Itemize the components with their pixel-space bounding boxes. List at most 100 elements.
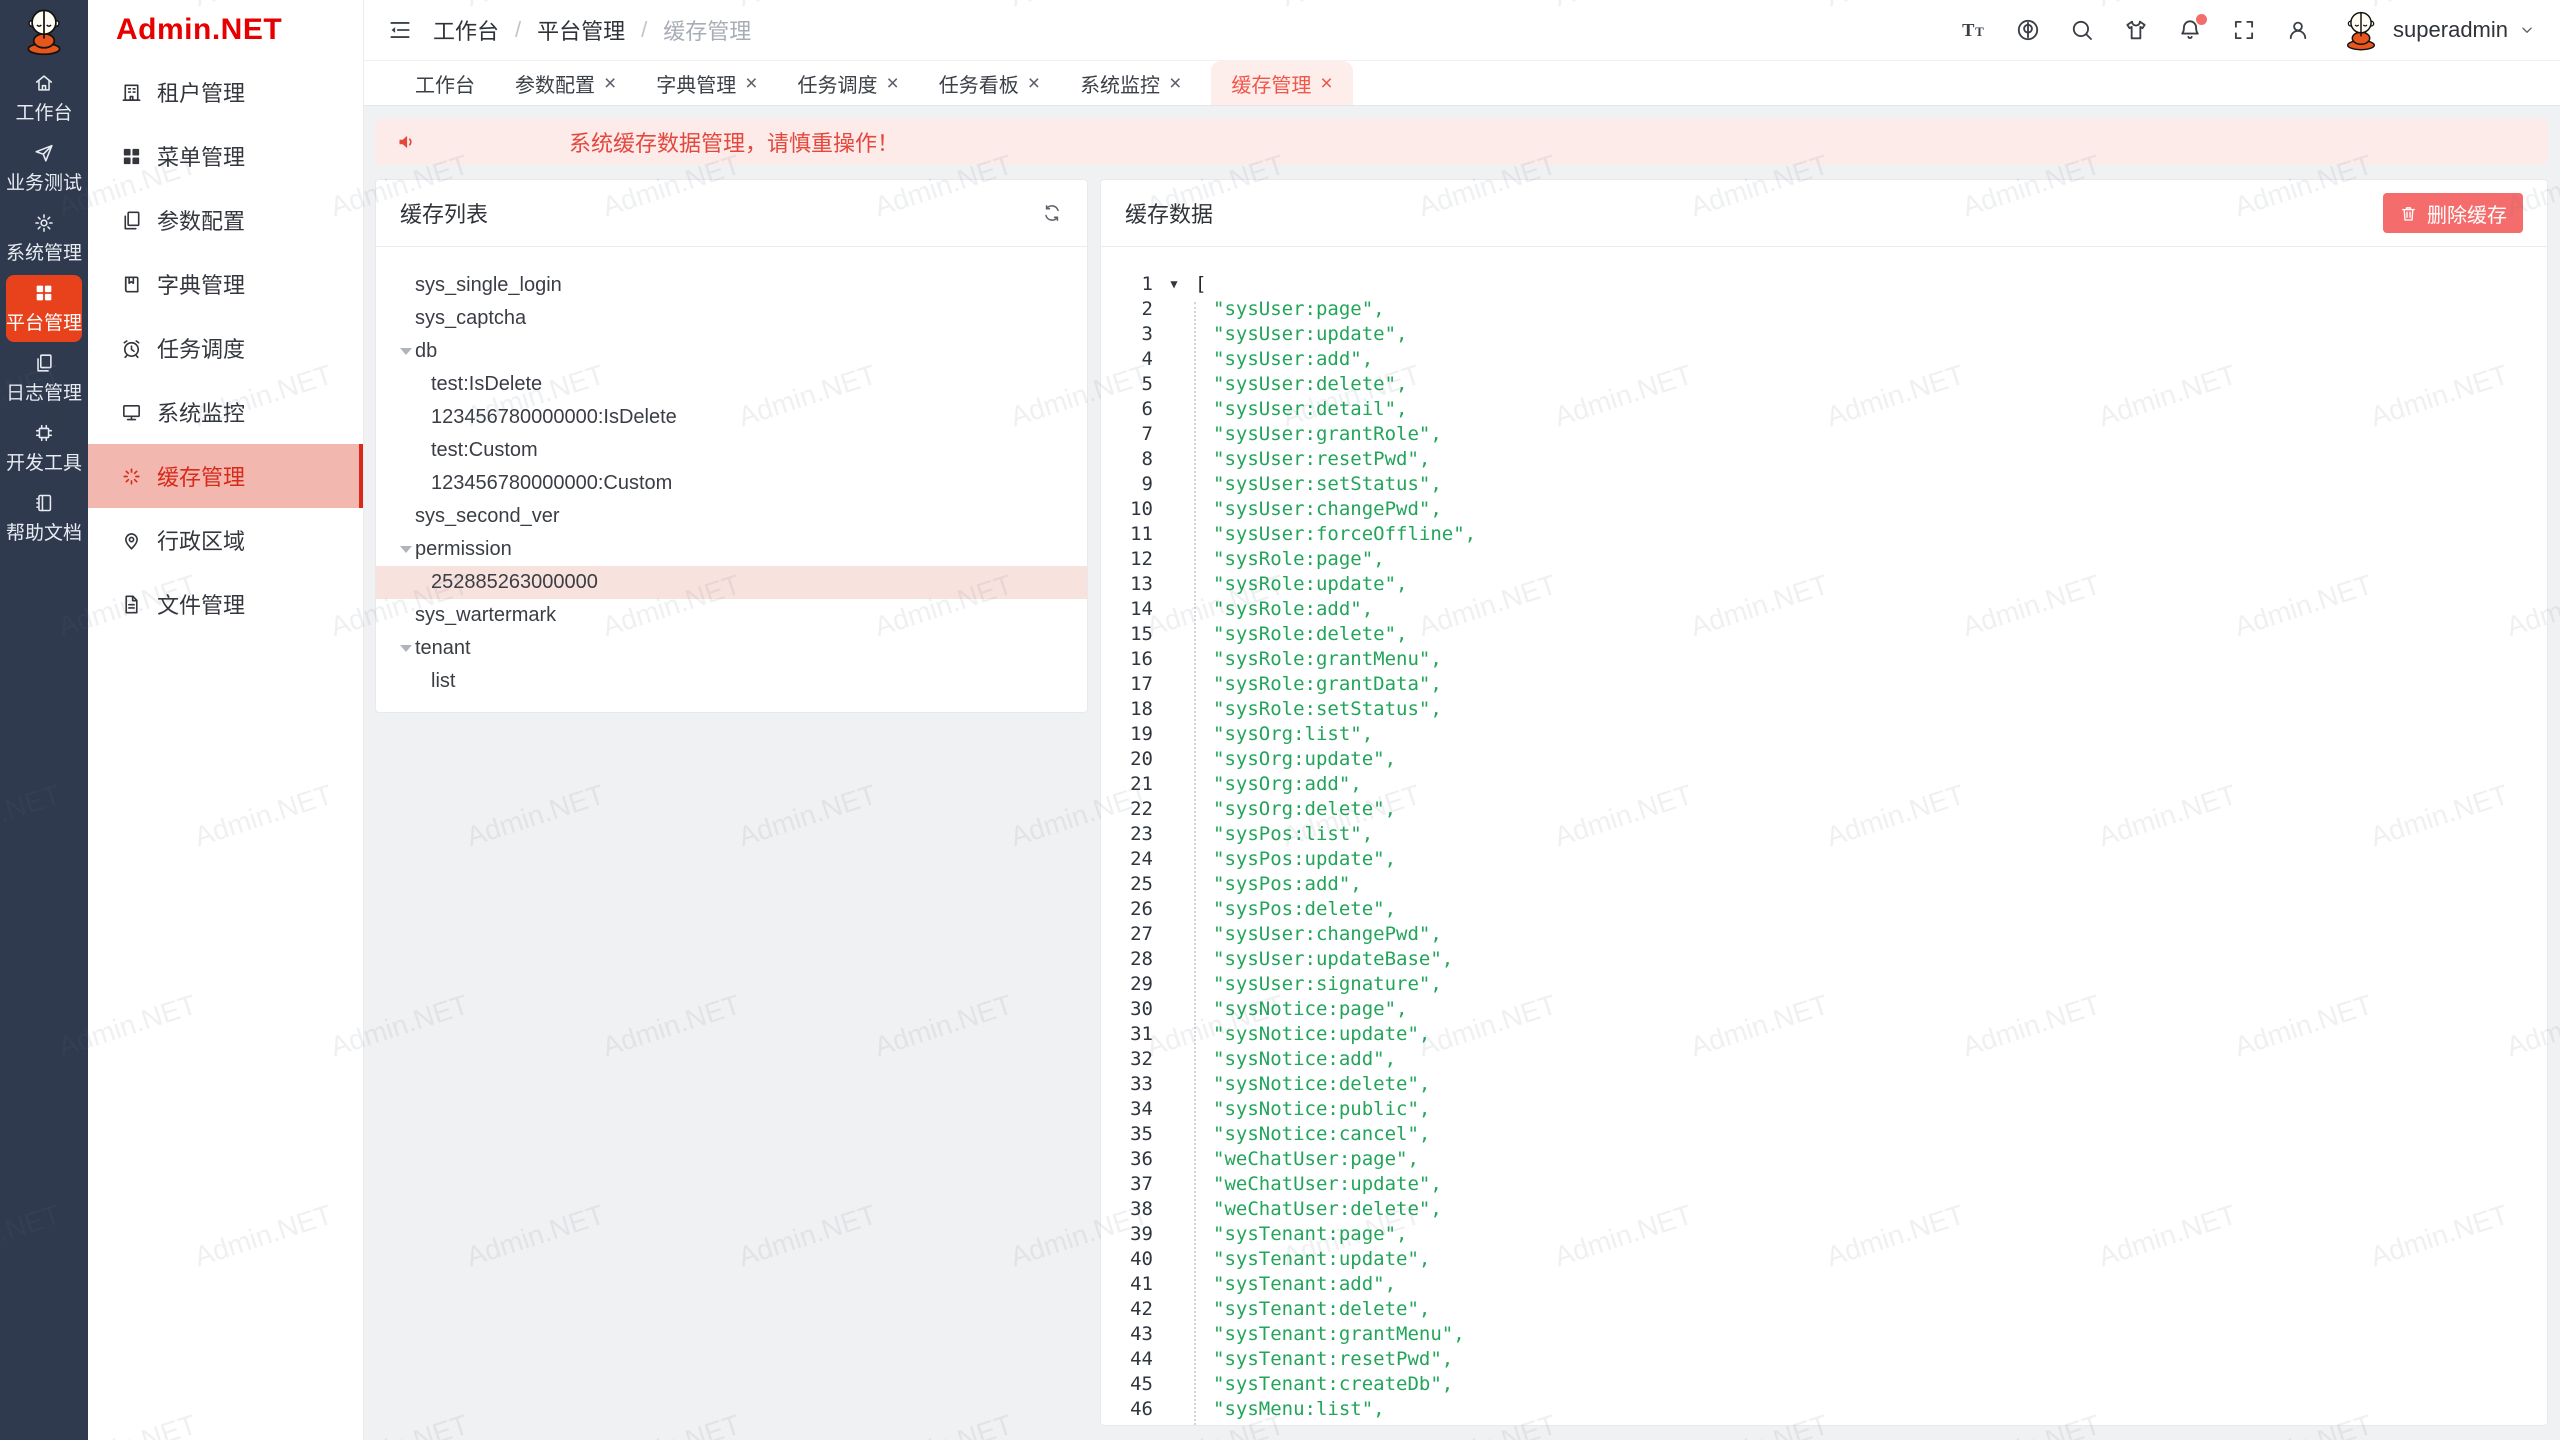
editor-line: 30 "sysNotice:page", xyxy=(1101,996,2547,1021)
tab-任务看板[interactable]: 任务看板 × xyxy=(929,61,1050,105)
line-number: 10 xyxy=(1130,497,1153,520)
rail-item-biz-test[interactable]: 业务测试 xyxy=(6,135,82,202)
tab-close-icon[interactable]: × xyxy=(1027,71,1041,95)
tab-close-icon[interactable]: × xyxy=(745,71,758,95)
app-logo[interactable] xyxy=(0,0,88,62)
theme-icon[interactable] xyxy=(2123,17,2149,43)
code-text: "sysRole:page", xyxy=(1213,547,1385,570)
tab-strip: 工作台 参数配置 × 字典管理 × 任务调度 × 任务看板 × 系统监控 × 缓存管理 × xyxy=(363,61,2560,106)
rail-item-help[interactable]: 帮助文档 xyxy=(6,485,82,552)
sidebar-item-config[interactable]: 参数配置 xyxy=(88,188,363,252)
caret-down-icon[interactable] xyxy=(400,645,412,652)
code-text: "sysPos:list", xyxy=(1213,822,1374,845)
code-text: "sysUser:add", xyxy=(1213,347,1374,370)
rail-item-devtools[interactable]: 开发工具 xyxy=(6,415,82,482)
tab-close-icon[interactable]: × xyxy=(886,71,899,95)
editor-line: 26 "sysPos:delete", xyxy=(1101,896,2547,921)
tab-close-icon[interactable]: × xyxy=(1320,71,1333,95)
panels-row: 缓存列表 sys_single_login sys_captcha db test:I… xyxy=(375,179,2548,1426)
sidebar-item-label: 文件管理 xyxy=(157,593,246,618)
caret-down-icon[interactable] xyxy=(400,348,412,355)
speaker-icon xyxy=(395,130,419,154)
sidebar-collapse-icon[interactable] xyxy=(387,17,413,43)
editor-line: 21 "sysOrg:add", xyxy=(1101,771,2547,796)
sidebar-item-region[interactable]: 行政区域 xyxy=(88,508,363,572)
fullscreen-icon[interactable] xyxy=(2231,17,2257,43)
json-editor[interactable]: 1 ▼ [2 "sysUser:page", 3 "sysUser:update", 4 "s… xyxy=(1101,247,2547,1425)
sidebar-item-menu[interactable]: 菜单管理 xyxy=(88,124,363,188)
code-text: "sysOrg:list", xyxy=(1213,722,1374,745)
tree-node-list[interactable]: list xyxy=(376,665,1087,698)
tab-close-icon[interactable]: × xyxy=(1169,71,1182,95)
tree-node-test:Custom[interactable]: test:Custom xyxy=(376,434,1087,467)
refresh-icon[interactable] xyxy=(1041,202,1063,224)
line-number: 44 xyxy=(1130,1347,1153,1370)
breadcrumb-separator: / xyxy=(515,17,522,42)
language-icon[interactable] xyxy=(2015,17,2041,43)
search-icon[interactable] xyxy=(2069,17,2095,43)
tree-node-db[interactable]: db xyxy=(376,335,1087,368)
sidebar-item-monitor[interactable]: 系统监控 xyxy=(88,380,363,444)
tree-node-test:IsDelete[interactable]: test:IsDelete xyxy=(376,368,1087,401)
tree-node-sys_wartermark[interactable]: sys_wartermark xyxy=(376,599,1087,632)
tab-close-icon[interactable]: × xyxy=(604,71,617,95)
tree-node-tenant[interactable]: tenant xyxy=(376,632,1087,665)
tree-node-123456780000000:IsDelete[interactable]: 123456780000000:IsDelete xyxy=(376,401,1087,434)
tab-参数配置[interactable]: 参数配置 × xyxy=(505,61,626,105)
breadcrumb: 工作台 / 平台管理 / 缓存管理 xyxy=(433,14,751,46)
tree-node-permission[interactable]: permission xyxy=(376,533,1087,566)
tab-任务调度[interactable]: 任务调度 × xyxy=(788,61,909,105)
breadcrumb-item[interactable]: 平台管理 xyxy=(537,19,626,44)
sidebar-item-dict[interactable]: 字典管理 xyxy=(88,252,363,316)
editor-line: 23 "sysPos:list", xyxy=(1101,821,2547,846)
tree-node-252885263000000[interactable]: 252885263000000 xyxy=(376,566,1087,599)
rail-item-logs[interactable]: 日志管理 xyxy=(6,345,82,412)
editor-line: 2 "sysUser:page", xyxy=(1101,296,2547,321)
sidebar-item-tenant[interactable]: 租户管理 xyxy=(88,60,363,124)
tree-node-123456780000000:Custom[interactable]: 123456780000000:Custom xyxy=(376,467,1087,500)
sidebar-item-file[interactable]: 文件管理 xyxy=(88,572,363,636)
sidebar-item-job[interactable]: 任务调度 xyxy=(88,316,363,380)
line-number: 23 xyxy=(1130,822,1153,845)
delete-cache-button[interactable]: 删除缓存 xyxy=(2383,193,2523,233)
bell-icon[interactable] xyxy=(2177,14,2208,43)
tab-label: 字典管理 xyxy=(656,74,737,97)
code-text: "sysTenant:createDb", xyxy=(1213,1372,1454,1395)
line-number: 45 xyxy=(1130,1372,1153,1395)
tree-node-sys_second_ver[interactable]: sys_second_ver xyxy=(376,500,1087,533)
editor-line: 47 "sysMenu:update", xyxy=(1101,1421,2547,1426)
editor-line: 25 "sysPos:add", xyxy=(1101,871,2547,896)
caret-down-icon[interactable] xyxy=(400,546,412,553)
editor-line: 37 "weChatUser:update", xyxy=(1101,1171,2547,1196)
breadcrumb-item[interactable]: 工作台 xyxy=(433,19,500,44)
tree-node-sys_single_login[interactable]: sys_single_login xyxy=(376,269,1087,302)
rail-item-system[interactable]: 系统管理 xyxy=(6,205,82,272)
tree-node-label: list xyxy=(431,670,456,692)
rail-item-workbench[interactable]: 工作台 xyxy=(6,65,82,132)
line-number: 35 xyxy=(1130,1122,1153,1145)
code-text: "sysUser:grantRole", xyxy=(1213,422,1442,445)
tab-工作台[interactable]: 工作台 xyxy=(405,61,485,105)
code-text: "sysNotice:public", xyxy=(1213,1097,1431,1120)
user-icon[interactable] xyxy=(2285,17,2311,43)
tab-缓存管理[interactable]: 缓存管理 × xyxy=(1211,61,1353,105)
fold-arrow-icon[interactable]: ▼ xyxy=(1170,276,1178,291)
page-content: 系统缓存数据管理，请慎重操作！ 缓存列表 sys_single_login sys… xyxy=(363,105,2560,1440)
svg-text:T: T xyxy=(1975,24,1984,39)
code-text: "weChatUser:delete", xyxy=(1213,1197,1442,1220)
line-number: 39 xyxy=(1130,1222,1153,1245)
sidebar-item-label: 菜单管理 xyxy=(157,145,246,170)
rail-item-platform[interactable]: 平台管理 xyxy=(6,275,82,342)
tree-node-sys_captcha[interactable]: sys_captcha xyxy=(376,302,1087,335)
tree-node-label: tenant xyxy=(415,637,471,659)
tree-node-label: test:Custom xyxy=(431,439,538,461)
code-text: "sysUser:updateBase", xyxy=(1213,947,1454,970)
line-number: 29 xyxy=(1130,972,1153,995)
tab-字典管理[interactable]: 字典管理 × xyxy=(646,61,767,105)
tab-系统监控[interactable]: 系统监控 × xyxy=(1070,61,1191,105)
line-number: 27 xyxy=(1130,922,1153,945)
user-menu[interactable]: superadmin xyxy=(2339,8,2536,52)
scrollbar-gutter[interactable] xyxy=(2548,105,2560,1440)
sidebar-item-cache[interactable]: 缓存管理 xyxy=(88,444,363,508)
